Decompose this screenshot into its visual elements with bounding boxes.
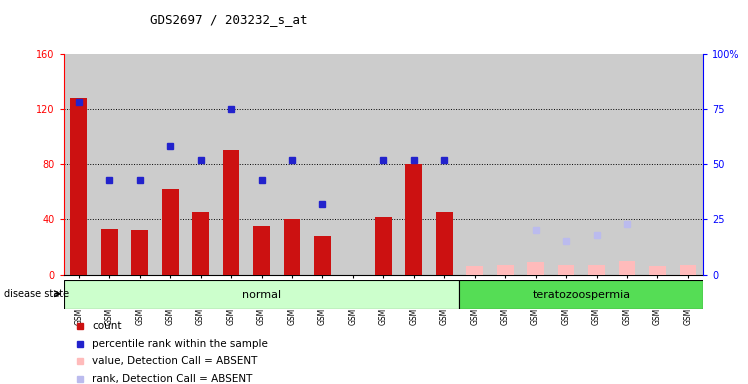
Text: rank, Detection Call = ABSENT: rank, Detection Call = ABSENT — [92, 374, 253, 384]
Bar — [679, 265, 696, 275]
Bar — [429, 54, 459, 275]
Text: disease state: disease state — [4, 289, 69, 299]
Bar — [246, 54, 277, 275]
Text: GDS2697 / 203232_s_at: GDS2697 / 203232_s_at — [150, 13, 307, 26]
Bar — [527, 262, 544, 275]
Text: percentile rank within the sample: percentile rank within the sample — [92, 339, 269, 349]
Text: normal: normal — [242, 290, 281, 300]
Bar — [277, 54, 307, 275]
Bar — [649, 266, 666, 275]
Bar — [283, 219, 301, 275]
Bar — [466, 266, 483, 275]
Bar — [672, 54, 703, 275]
Bar — [70, 98, 88, 275]
Bar — [155, 54, 186, 275]
Bar — [368, 54, 399, 275]
Bar — [497, 265, 514, 275]
Bar — [551, 54, 581, 275]
Text: teratozoospermia: teratozoospermia — [533, 290, 631, 300]
Bar — [186, 54, 216, 275]
Bar — [223, 151, 239, 275]
Bar — [405, 164, 422, 275]
Bar — [101, 229, 117, 275]
Text: value, Detection Call = ABSENT: value, Detection Call = ABSENT — [92, 356, 258, 366]
Bar — [337, 54, 368, 275]
Bar — [612, 54, 643, 275]
Bar — [619, 261, 635, 275]
Bar — [490, 54, 521, 275]
Bar — [314, 236, 331, 275]
Bar — [643, 54, 672, 275]
Bar — [132, 230, 148, 275]
Bar — [436, 212, 453, 275]
Bar — [581, 54, 612, 275]
Text: count: count — [92, 321, 122, 331]
Bar — [64, 54, 94, 275]
Bar — [588, 265, 605, 275]
Bar — [521, 54, 551, 275]
Bar — [216, 54, 246, 275]
Bar — [124, 54, 155, 275]
Bar — [94, 54, 124, 275]
Bar — [162, 189, 179, 275]
Bar — [459, 54, 490, 275]
Bar — [307, 54, 337, 275]
Bar — [192, 212, 209, 275]
Bar — [64, 280, 459, 309]
Bar — [459, 280, 703, 309]
Bar — [375, 217, 392, 275]
Bar — [558, 265, 574, 275]
Bar — [399, 54, 429, 275]
Bar — [253, 226, 270, 275]
